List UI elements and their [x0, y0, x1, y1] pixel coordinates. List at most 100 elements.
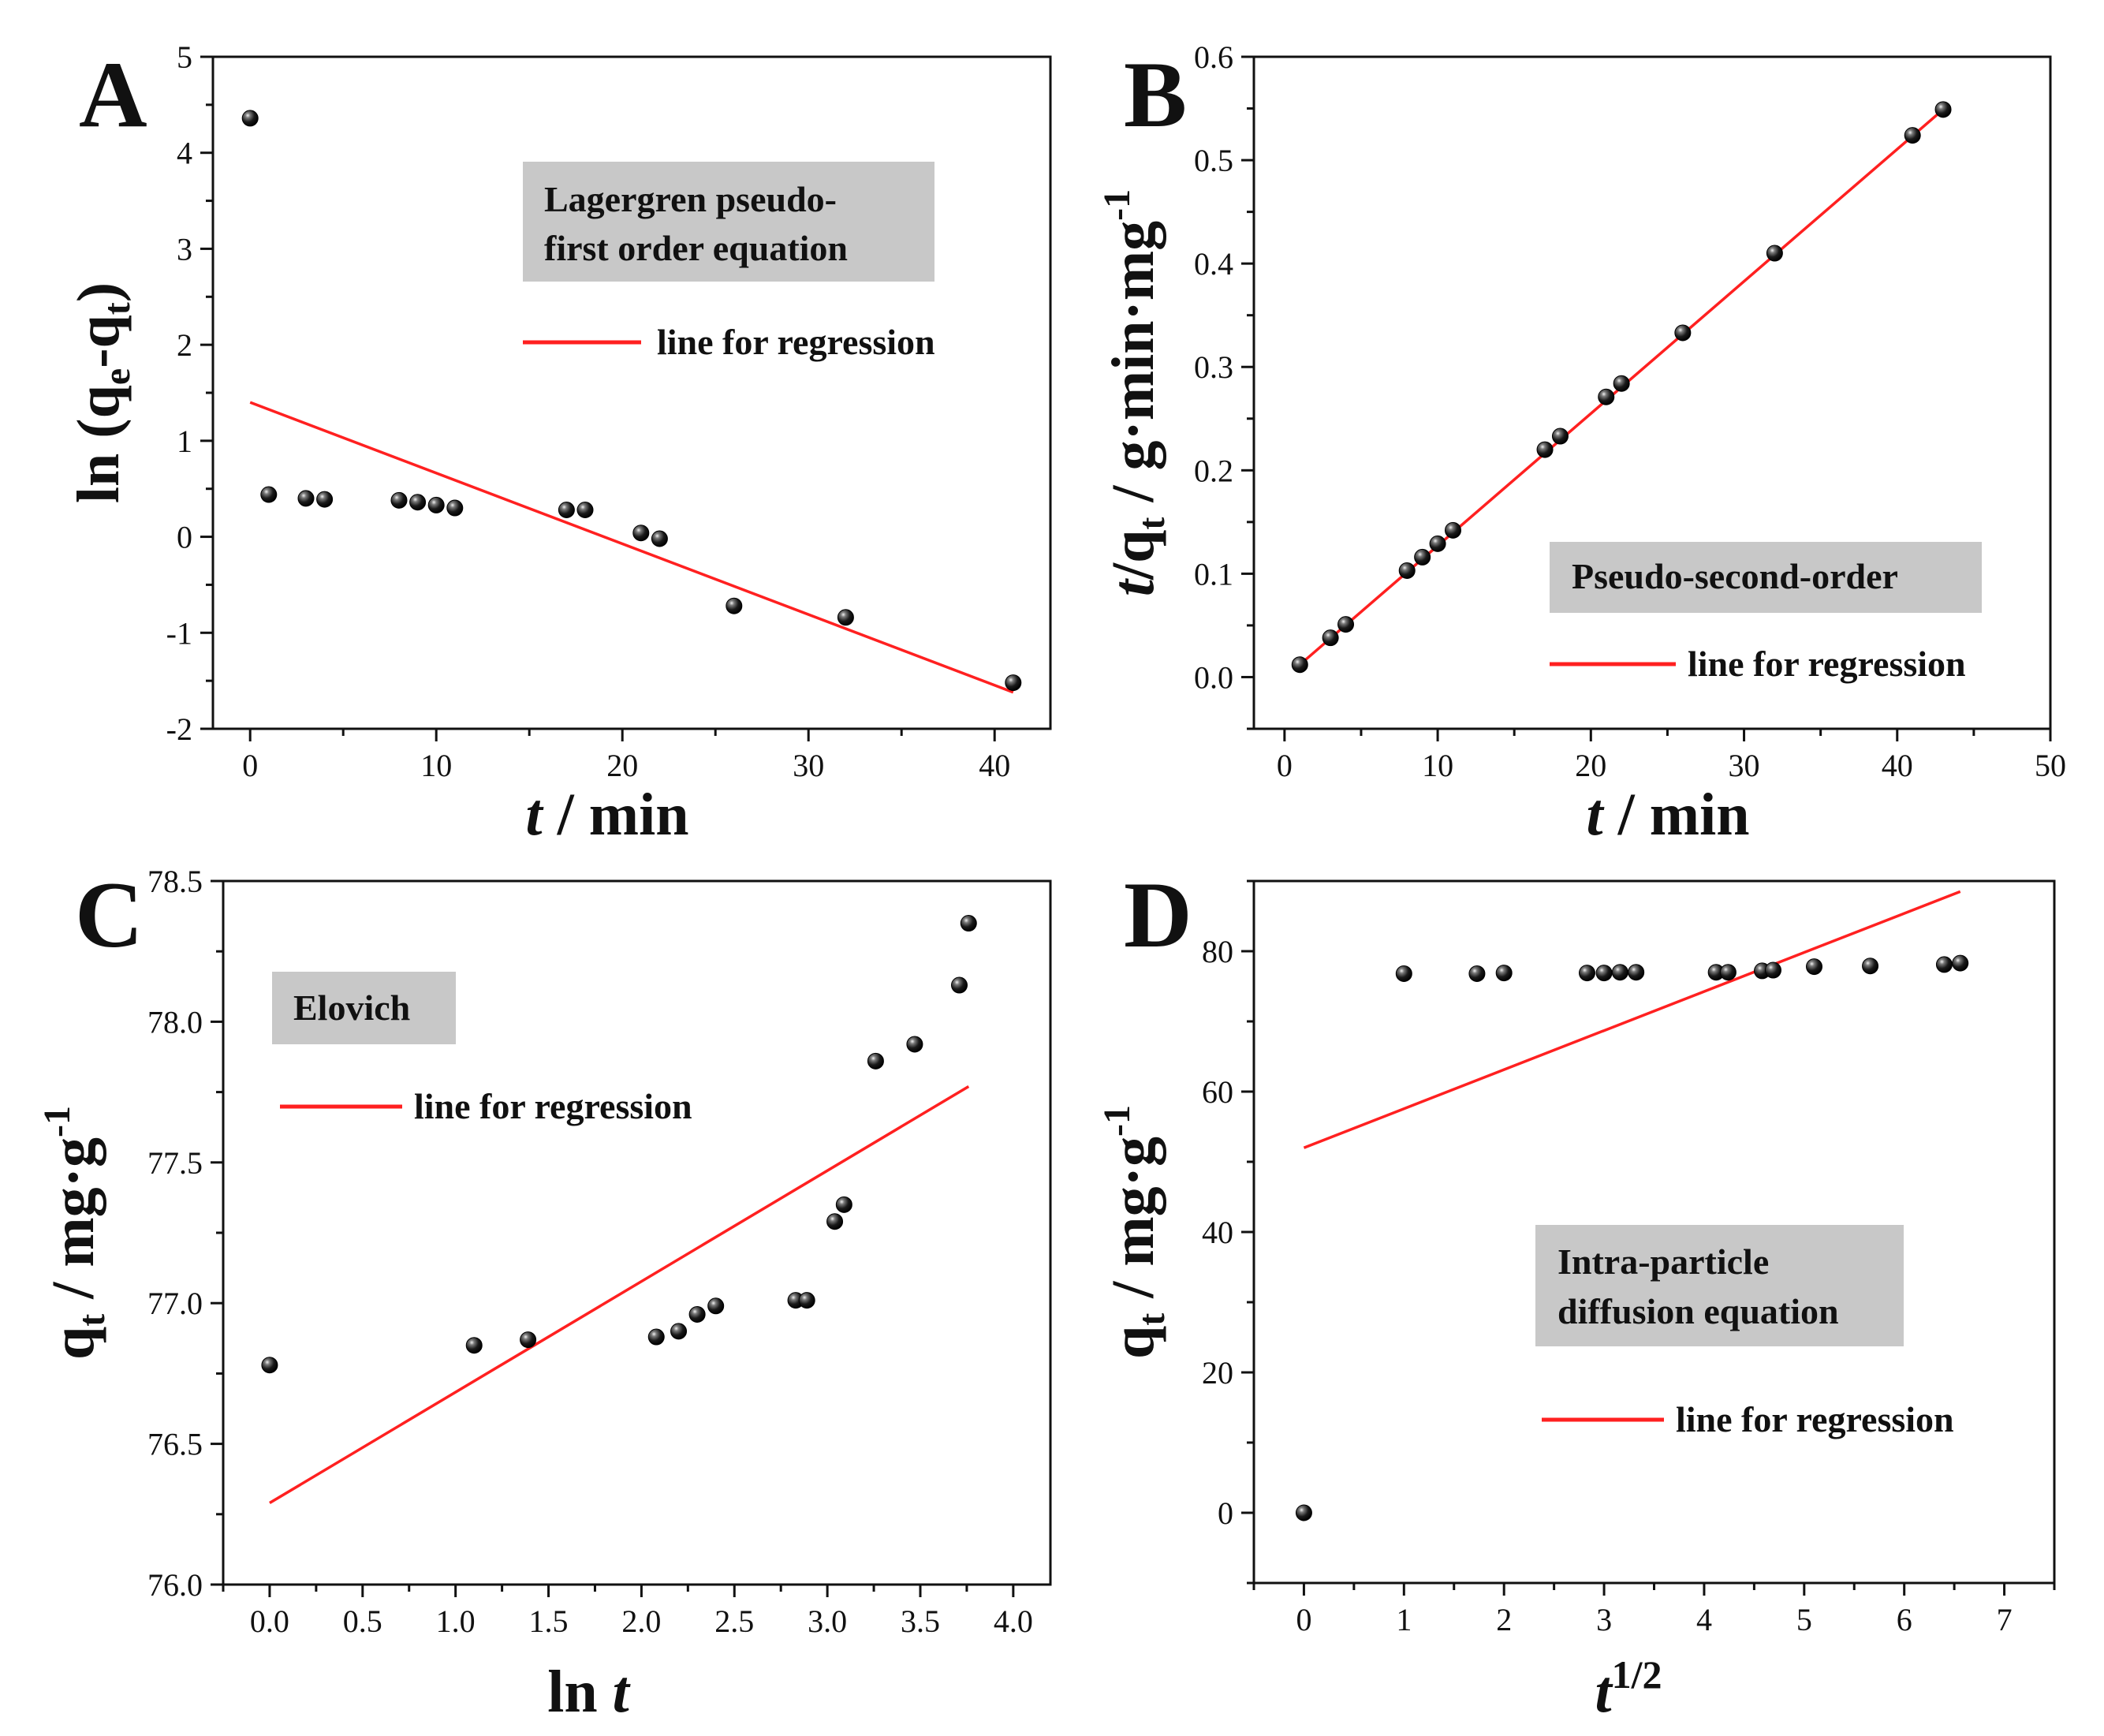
x-tick-label: 1.0 — [436, 1603, 476, 1639]
y-axis-label: qt / mg·g-1 — [1096, 1105, 1173, 1359]
y-tick-label: 5 — [177, 39, 192, 75]
x-tick-label: 10 — [1422, 748, 1453, 783]
data-point — [1628, 964, 1645, 981]
data-point — [427, 496, 445, 513]
x-axis-label: t / min — [526, 782, 689, 848]
data-point — [960, 915, 977, 932]
data-point — [1764, 961, 1781, 979]
data-point — [261, 1357, 278, 1374]
y-tick-label: 40 — [1202, 1215, 1233, 1250]
data-point — [1395, 965, 1412, 982]
data-point — [1719, 964, 1737, 981]
panel-d: 0 1 2 3 4 5 6 7 0 20 40 60 80 D Intra-particle diffusio… — [1096, 862, 2056, 1725]
data-point — [1429, 535, 1446, 552]
data-point — [1291, 656, 1308, 674]
data-point — [1952, 954, 1969, 972]
data-point — [1578, 965, 1595, 982]
y-tick-label: 3 — [177, 231, 192, 267]
y-tick-label: 78.0 — [147, 1004, 203, 1040]
x-axis-label: t1/2 — [1595, 1652, 1662, 1725]
y-tick-label: 0.4 — [1194, 246, 1233, 282]
annotation-box — [1550, 542, 1982, 613]
x-tick-label: 0.0 — [250, 1603, 289, 1639]
data-point — [950, 976, 968, 994]
x-tick-label: 1 — [1396, 1602, 1412, 1637]
x-axis-label: t / min — [1587, 782, 1750, 848]
y-tick-label: 0.5 — [1194, 143, 1233, 178]
data-point — [1005, 674, 1022, 692]
data-point — [647, 1328, 665, 1346]
y-tick-label: 77.5 — [147, 1145, 203, 1181]
x-tick-label: 7 — [1997, 1602, 2013, 1637]
legend-label: line for regression — [1688, 644, 1966, 684]
y-tick-label: 0.3 — [1194, 349, 1233, 385]
x-tick-label: 0 — [1277, 748, 1293, 783]
panel-label: A — [79, 42, 147, 147]
x-tick-label: 30 — [793, 748, 824, 783]
x-tick-label: 3 — [1596, 1602, 1612, 1637]
y-tick-label: 0.6 — [1194, 39, 1233, 75]
data-point — [632, 525, 650, 542]
y-tick-label: 0.1 — [1194, 556, 1233, 592]
y-tick-label: 76.0 — [147, 1567, 203, 1603]
x-tick-label: 3.0 — [808, 1603, 847, 1639]
data-point — [1935, 956, 1953, 973]
x-tick-label: 40 — [1882, 748, 1913, 783]
annotation-box — [272, 972, 456, 1044]
annotation-box — [523, 162, 934, 282]
data-point — [1495, 965, 1513, 982]
data-point — [1904, 127, 1921, 144]
data-point — [798, 1292, 815, 1309]
annotation-text: first order equation — [544, 228, 848, 268]
data-point — [558, 501, 575, 518]
y-tick-label: 0.0 — [1194, 659, 1233, 695]
x-tick-label: 10 — [420, 748, 452, 783]
data-point — [726, 597, 743, 614]
legend-label: line for regression — [657, 322, 935, 362]
data-point — [241, 110, 259, 127]
y-tick-label: 76.5 — [147, 1427, 203, 1462]
panel-label: B — [1124, 42, 1187, 147]
data-point — [837, 609, 854, 626]
y-tick-label: -1 — [166, 615, 192, 651]
regression-line — [249, 401, 1014, 694]
y-axis-label: t/qt / g·min·mg-1 — [1096, 189, 1173, 596]
x-tick-label: 2 — [1496, 1602, 1512, 1637]
data-point — [1934, 101, 1952, 118]
y-tick-label: 2 — [177, 327, 192, 363]
x-tick-label: 4.0 — [994, 1603, 1033, 1639]
data-point — [297, 490, 315, 507]
y-tick-label: 60 — [1202, 1074, 1233, 1110]
data-point — [707, 1297, 725, 1315]
data-point — [670, 1323, 688, 1340]
data-point — [520, 1331, 537, 1349]
panel-c: 0.0 0.5 1.0 1.5 2.0 2.5 3.0 3.5 4.0 76.0 76.5 77.0 7… — [36, 862, 1052, 1725]
x-tick-label: 0 — [242, 748, 258, 783]
y-tick-label: 1 — [177, 424, 192, 459]
data-point — [1468, 965, 1486, 982]
plot-frame — [1252, 55, 2052, 730]
data-point — [1862, 958, 1879, 975]
data-point — [1595, 965, 1613, 982]
y-tick-label: 77.0 — [147, 1286, 203, 1321]
x-tick-label: 1.5 — [529, 1603, 569, 1639]
x-tick-label: 0.5 — [343, 1603, 382, 1639]
data-point — [465, 1337, 483, 1354]
annotation-text: Elovich — [293, 987, 410, 1028]
legend-label: line for regression — [1676, 1399, 1954, 1439]
x-tick-label: 2.5 — [714, 1603, 754, 1639]
x-tick-label: 40 — [979, 748, 1010, 783]
annotation-box — [1535, 1225, 1904, 1346]
data-point — [1674, 324, 1692, 342]
x-axis-label: ln t — [547, 1659, 631, 1725]
y-tick-label: 0 — [1218, 1495, 1233, 1531]
annotation-text: Lagergren pseudo- — [544, 179, 837, 219]
data-point — [867, 1052, 884, 1070]
y-axis-label: ln (qe-qt) — [65, 282, 138, 503]
x-tick-label: 5 — [1796, 1602, 1812, 1637]
data-point — [1295, 1504, 1312, 1521]
y-tick-label: 80 — [1202, 934, 1233, 969]
data-point — [1806, 958, 1822, 976]
data-point — [446, 499, 464, 517]
